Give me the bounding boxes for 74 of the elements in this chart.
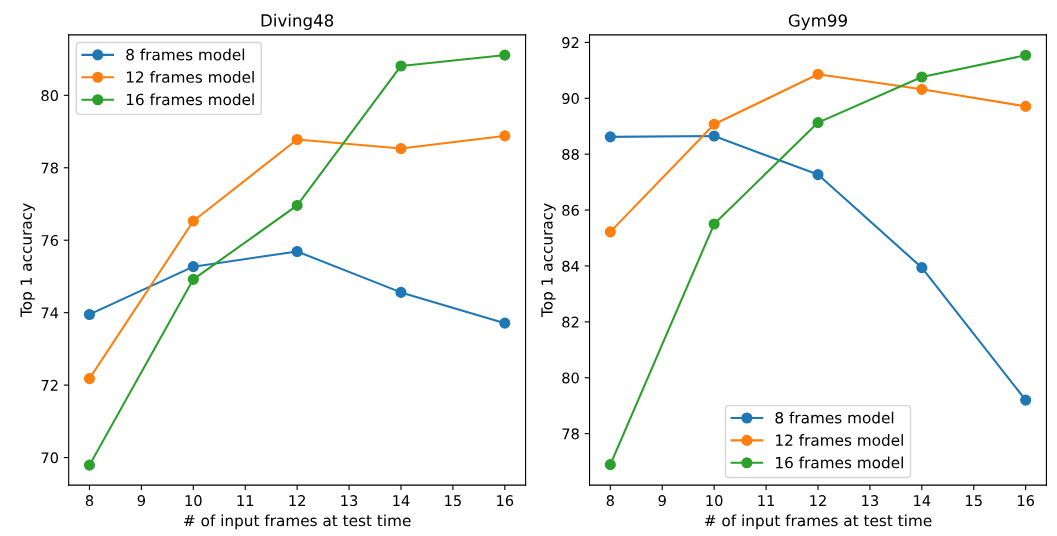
x-tick-label: 16 [1017,495,1035,507]
x-tick-label: 9 [658,495,666,507]
y-tick-label: 78 [41,162,58,174]
x-tick-label: 13 [341,495,358,507]
legend-label: 8 frames model [126,48,245,61]
x-axis-title: # of input frames at test time [184,514,411,530]
legend-label: 16 frames model [126,93,254,106]
point [708,218,720,230]
point [499,49,511,61]
point [187,215,199,227]
x-tick-label: 11 [758,495,774,506]
point [812,68,824,80]
x-tick-label: 16 [497,495,514,507]
x-tick-label: 14 [914,495,931,506]
x-tick-label: 13 [862,495,879,507]
point [83,459,96,471]
point [916,262,928,274]
point [187,273,199,285]
y-tick-label: 84 [562,260,580,272]
x-tick-label: 8 [85,495,94,507]
x-tick-label: 8 [606,495,614,507]
point [499,317,511,329]
x-tick-label: 15 [445,495,461,507]
x-tick-label: 9 [137,495,145,507]
x-tick-label: 11 [237,495,254,506]
y-tick-label: 72 [41,379,58,391]
y-tick-label: 70 [41,452,59,464]
point [291,133,303,146]
x-tick-label: 10 [706,495,723,507]
legend-label: 12 frames model [126,71,254,83]
y-tick-label: 88 [562,148,579,160]
point [604,226,616,238]
x-axis-title: # of input frames at test time [704,514,932,530]
x-tick-label: 15 [966,495,982,507]
point [1020,49,1032,61]
y-tick-label: 74 [41,307,59,319]
point [916,71,928,83]
y-tick-label: 90 [562,93,579,105]
y-tick-label: 92 [562,37,579,49]
point [83,308,96,321]
point [708,118,720,130]
point [1020,100,1032,112]
y-tick-label: 76 [41,234,59,246]
point [812,169,824,181]
point [708,130,720,142]
point [291,199,303,212]
y-tick-label: 82 [562,316,579,328]
point [291,245,303,258]
y-axis-title: Top 1 accuracy [20,203,35,318]
y-tick-label: 86 [562,204,579,216]
point [499,130,511,142]
legend-label: 16 frames model [776,456,903,469]
point [395,286,407,298]
point [187,261,199,273]
point [604,131,616,143]
y-tick-label: 80 [562,372,579,384]
point [604,459,616,471]
legend-label: 8 frames model [775,411,894,424]
point [395,60,407,72]
point [1020,394,1032,406]
x-tick-label: 12 [810,495,826,506]
point [812,117,824,129]
y-tick-label: 78 [562,428,579,440]
y-tick-label: 80 [41,90,59,102]
legend-label: 12 frames model [776,434,903,446]
y-axis-title: Top 1 accuracy [541,203,556,318]
chart-title: Diving48 [261,13,334,30]
point [395,143,407,155]
x-tick-label: 12 [289,495,305,506]
chart-title: Gym99 [788,14,847,30]
x-tick-label: 10 [185,495,202,507]
point [916,83,928,95]
point [83,373,96,385]
x-tick-label: 14 [393,495,410,506]
